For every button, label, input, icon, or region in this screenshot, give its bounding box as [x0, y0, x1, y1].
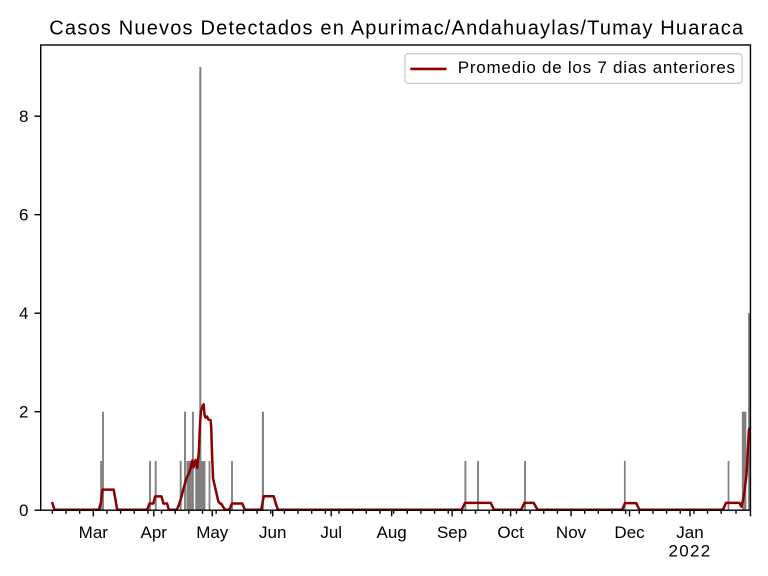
svg-text:6: 6: [19, 206, 28, 225]
svg-text:Dec: Dec: [614, 523, 645, 542]
svg-text:Nov: Nov: [556, 523, 587, 542]
svg-text:Jun: Jun: [259, 523, 286, 542]
svg-text:2022: 2022: [668, 542, 711, 561]
svg-text:4: 4: [19, 304, 28, 323]
svg-text:May: May: [196, 523, 229, 542]
svg-text:2: 2: [19, 403, 28, 422]
svg-text:Oct: Oct: [497, 523, 524, 542]
svg-text:Mar: Mar: [79, 523, 109, 542]
svg-text:Jan: Jan: [676, 523, 703, 542]
svg-text:Apr: Apr: [141, 523, 168, 542]
svg-text:0: 0: [19, 501, 28, 520]
svg-text:Promedio de los 7 dias anterio: Promedio de los 7 dias anteriores: [458, 58, 736, 77]
svg-text:Aug: Aug: [377, 523, 407, 542]
svg-text:Sep: Sep: [437, 523, 467, 542]
svg-text:Casos Nuevos Detectados en Apu: Casos Nuevos Detectados en Apurimac/Anda…: [49, 17, 744, 39]
svg-text:8: 8: [19, 107, 28, 126]
svg-text:Jul: Jul: [320, 523, 342, 542]
